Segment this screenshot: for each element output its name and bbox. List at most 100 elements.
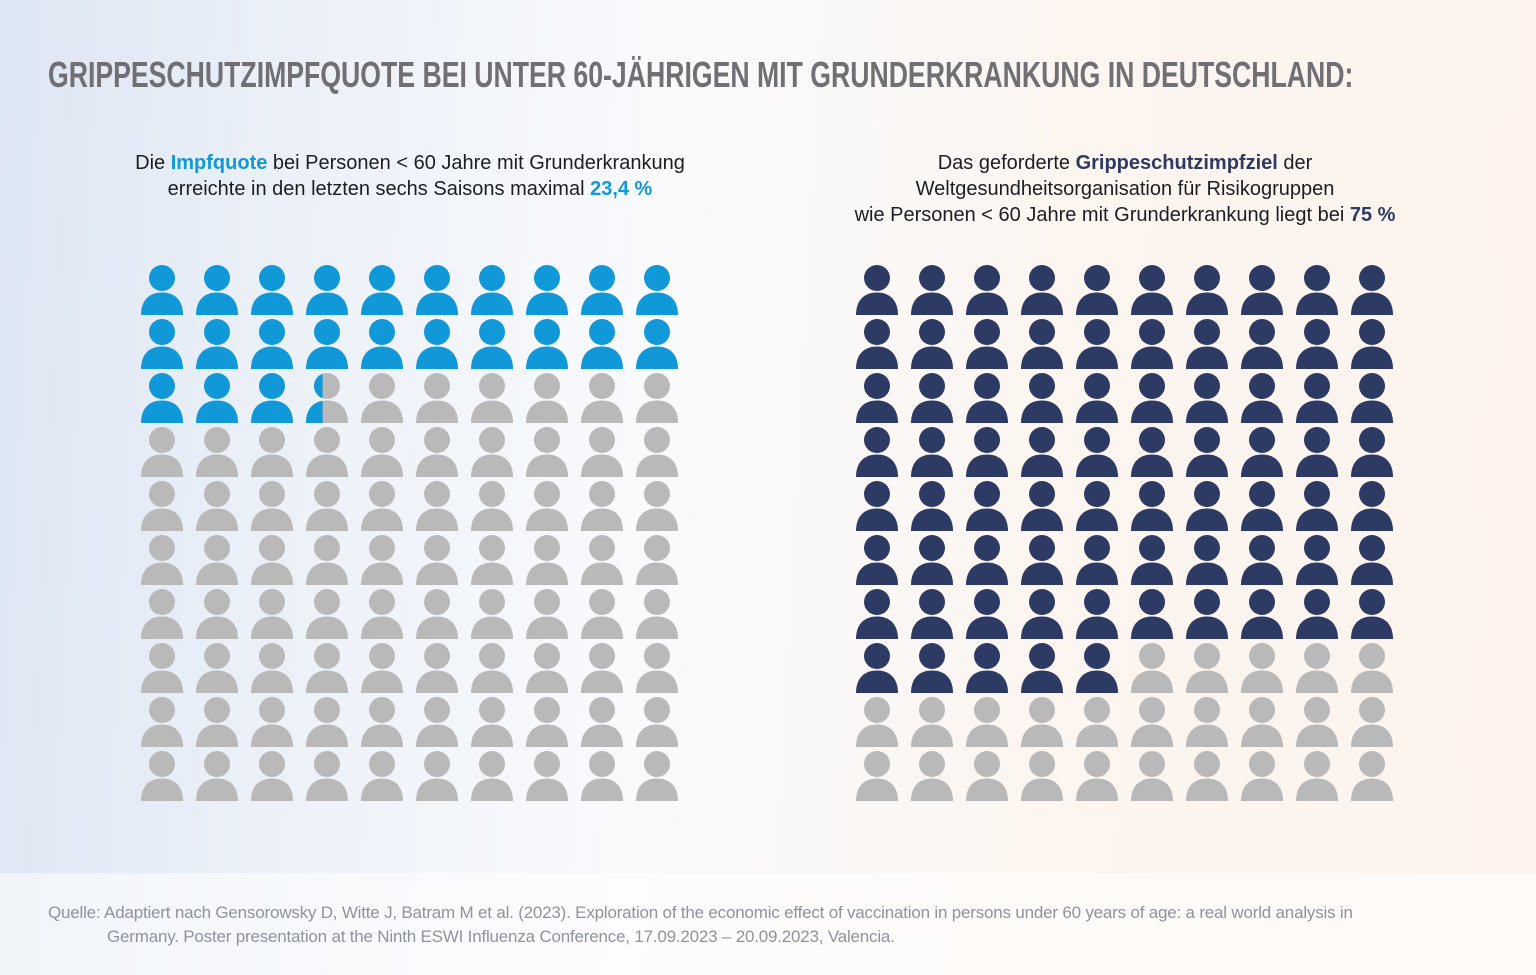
person-icon	[1020, 481, 1064, 531]
person-icon	[1130, 751, 1174, 801]
person-icon	[1295, 319, 1339, 369]
person-icon	[855, 427, 899, 477]
person-icon	[855, 697, 899, 747]
person-icon	[140, 535, 184, 585]
source-citation-line-1: Quelle: Adaptiert nach Gensorowsky D, Wi…	[48, 903, 1353, 922]
person-icon	[1185, 697, 1229, 747]
person-icon	[195, 265, 239, 315]
person-icon	[1020, 697, 1064, 747]
person-icon	[470, 643, 514, 693]
person-icon	[140, 589, 184, 639]
person-icon	[470, 265, 514, 315]
person-icon	[250, 427, 294, 477]
person-icon	[525, 751, 569, 801]
person-icon	[1295, 589, 1339, 639]
person-icon	[1020, 589, 1064, 639]
person-icon	[415, 427, 459, 477]
person-icon	[910, 373, 954, 423]
person-icon	[910, 643, 954, 693]
person-icon	[1240, 535, 1284, 585]
person-icon	[140, 373, 184, 423]
person-icon	[910, 319, 954, 369]
person-icon	[1295, 643, 1339, 693]
person-icon	[965, 589, 1009, 639]
person-icon	[1240, 481, 1284, 531]
chart-subtitle-current-rate: Die Impfquote bei Personen < 60 Jahre mi…	[135, 152, 685, 200]
person-icon	[1185, 427, 1229, 477]
person-icon	[360, 373, 404, 423]
person-icon	[1240, 589, 1284, 639]
person-icon	[415, 373, 459, 423]
person-icon	[1130, 643, 1174, 693]
person-icon	[1295, 535, 1339, 585]
person-icon	[1350, 697, 1394, 747]
person-icon	[140, 265, 184, 315]
person-icon	[305, 265, 349, 315]
person-icon	[250, 481, 294, 531]
person-icon	[415, 481, 459, 531]
footer-band: Quelle: Adaptiert nach Gensorowsky D, Wi…	[0, 873, 1536, 975]
person-icon	[1350, 589, 1394, 639]
person-icon	[525, 589, 569, 639]
person-icon	[1350, 751, 1394, 801]
person-icon	[1130, 265, 1174, 315]
person-icon	[1075, 751, 1119, 801]
person-icon	[855, 643, 899, 693]
person-icon	[1075, 643, 1119, 693]
person-icon	[140, 319, 184, 369]
page-title: GRIPPESCHUTZIMPFQUOTE BEI UNTER 60-JÄHRI…	[48, 54, 1536, 96]
person-icon	[1350, 427, 1394, 477]
person-icon	[1240, 265, 1284, 315]
person-icon	[360, 265, 404, 315]
person-icon	[305, 427, 349, 477]
person-icon	[965, 265, 1009, 315]
person-icon	[965, 751, 1009, 801]
person-icon	[965, 373, 1009, 423]
person-icon	[1130, 535, 1174, 585]
person-icon	[415, 697, 459, 747]
person-icon	[1240, 643, 1284, 693]
person-icon	[415, 589, 459, 639]
person-icon	[305, 643, 349, 693]
person-icon	[855, 265, 899, 315]
person-icon	[1350, 481, 1394, 531]
person-icon	[525, 319, 569, 369]
person-icon	[1020, 427, 1064, 477]
person-icon	[1350, 319, 1394, 369]
person-icon	[1075, 697, 1119, 747]
person-icon	[1295, 751, 1339, 801]
person-icon	[1185, 643, 1229, 693]
person-icon	[635, 265, 679, 315]
person-icon	[1295, 265, 1339, 315]
person-icon	[1075, 535, 1119, 585]
person-icon	[580, 319, 624, 369]
person-icon	[580, 643, 624, 693]
person-icon	[470, 751, 514, 801]
person-icon	[1130, 427, 1174, 477]
person-icon	[360, 643, 404, 693]
chart-subtitle-who-target: Das geforderte Grippeschutzimpfziel der W…	[854, 152, 1396, 226]
person-icon	[855, 319, 899, 369]
person-icon	[525, 481, 569, 531]
person-icon	[1020, 319, 1064, 369]
person-icon	[360, 481, 404, 531]
person-icon	[580, 265, 624, 315]
person-icon	[470, 697, 514, 747]
person-icon	[195, 751, 239, 801]
person-icon	[635, 481, 679, 531]
person-icon	[250, 751, 294, 801]
person-icon	[250, 589, 294, 639]
person-icon	[1240, 427, 1284, 477]
person-icon	[635, 697, 679, 747]
person-icon	[305, 589, 349, 639]
person-icon	[1295, 481, 1339, 531]
person-icon	[360, 697, 404, 747]
person-icon	[1075, 373, 1119, 423]
person-icon	[580, 697, 624, 747]
person-icon	[525, 265, 569, 315]
person-icon	[1350, 265, 1394, 315]
person-icon	[195, 643, 239, 693]
person-icon	[965, 427, 1009, 477]
person-icon	[635, 643, 679, 693]
